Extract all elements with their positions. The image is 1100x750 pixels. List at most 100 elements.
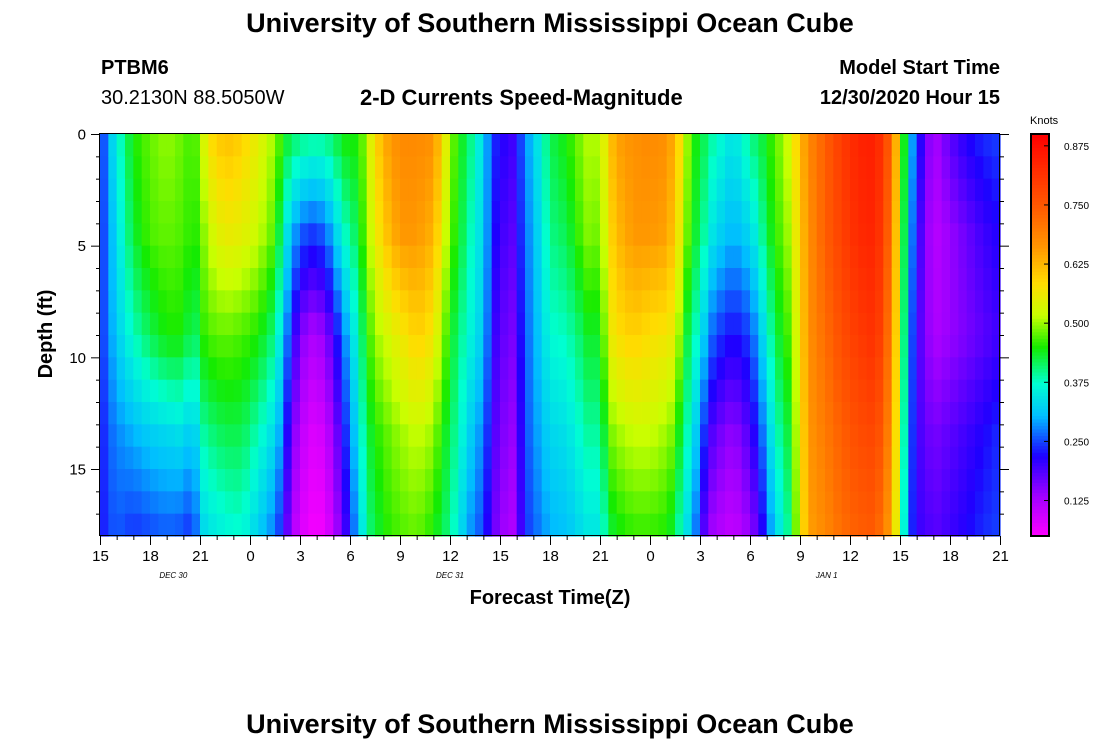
- heatmap-cell: [883, 134, 893, 157]
- heatmap-cell: [483, 312, 493, 336]
- heatmap-cell: [916, 379, 926, 403]
- heatmap-cell: [625, 379, 634, 403]
- heatmap-cell: [833, 446, 843, 470]
- heatmap-cell: [925, 402, 934, 425]
- heatmap-cell: [666, 223, 676, 247]
- heatmap-cell: [783, 156, 793, 180]
- heatmap-cell: [716, 357, 726, 381]
- heatmap-cell: [308, 513, 318, 537]
- heatmap-cell: [158, 424, 168, 448]
- heatmap-cell: [350, 178, 359, 202]
- heatmap-cell: [116, 312, 126, 336]
- heatmap-cell: [291, 335, 301, 358]
- heatmap-cell: [641, 223, 651, 247]
- heatmap-cell: [391, 178, 401, 202]
- heatmap-cell: [100, 312, 109, 336]
- heatmap-cell: [958, 156, 968, 180]
- heatmap-cell: [933, 178, 943, 202]
- heatmap-cell: [808, 245, 818, 269]
- heatmap-cell: [175, 357, 184, 381]
- heatmap-cell: [175, 223, 184, 247]
- heatmap-cell: [891, 156, 901, 180]
- heatmap-cell: [541, 178, 551, 202]
- heatmap-cell: [558, 335, 568, 358]
- heatmap-cell: [166, 201, 176, 224]
- heatmap-cell: [966, 513, 976, 537]
- heatmap-cell: [850, 134, 859, 157]
- heatmap-cell: [325, 469, 334, 492]
- heatmap-cell: [708, 134, 718, 157]
- colorbar-segment: [1031, 164, 1049, 169]
- heatmap-cell: [475, 491, 484, 515]
- heatmap-cell: [266, 491, 276, 515]
- heatmap-cell: [550, 357, 559, 381]
- heatmap-cell: [675, 402, 684, 425]
- heatmap-cell: [916, 446, 926, 470]
- heatmap-cell: [691, 513, 701, 537]
- heatmap-cell: [416, 245, 426, 269]
- heatmap-cell: [291, 312, 301, 336]
- heatmap-cell: [825, 469, 834, 492]
- heatmap-cell: [441, 201, 451, 224]
- heatmap-cell: [458, 402, 468, 425]
- heatmap-cell: [700, 424, 709, 448]
- colorbar-segment: [1031, 324, 1049, 329]
- heatmap-cell: [291, 513, 301, 537]
- heatmap-cell: [616, 223, 626, 247]
- heatmap-cell: [225, 201, 234, 224]
- heatmap-cell: [916, 424, 926, 448]
- heatmap-cell: [483, 491, 493, 515]
- heatmap-cell: [791, 178, 801, 202]
- heatmap-cell: [191, 335, 201, 358]
- heatmap-cell: [675, 201, 684, 224]
- heatmap-cell: [491, 312, 501, 336]
- heatmap-cell: [166, 357, 176, 381]
- colorbar-segment: [1031, 291, 1049, 296]
- heatmap-cell: [741, 290, 751, 314]
- heatmap-cell: [600, 335, 609, 358]
- heatmap-cell: [800, 424, 809, 448]
- heatmap-cell: [308, 268, 318, 291]
- heatmap-cell: [850, 424, 859, 448]
- heatmap-cell: [325, 156, 334, 180]
- heatmap-cell: [666, 379, 676, 403]
- heatmap-cell: [800, 156, 809, 180]
- heatmap-cell: [533, 268, 543, 291]
- heatmap-cell: [458, 446, 468, 470]
- heatmap-cell: [583, 335, 593, 358]
- heatmap-cell: [225, 178, 234, 202]
- colorbar-segment: [1031, 365, 1049, 370]
- heatmap-cell: [908, 156, 918, 180]
- heatmap-cell: [166, 402, 176, 425]
- heatmap-cell: [400, 245, 409, 269]
- y-axis-label: Depth (ft): [35, 290, 57, 379]
- heatmap-cell: [358, 290, 368, 314]
- heatmap-cell: [366, 134, 376, 157]
- heatmap-cell: [583, 178, 593, 202]
- heatmap-cell: [133, 201, 143, 224]
- colorbar-segment: [1031, 190, 1049, 195]
- heatmap-cell: [541, 402, 551, 425]
- heatmap-cell: [216, 156, 226, 180]
- heatmap-cell: [200, 156, 209, 180]
- heatmap-cell: [541, 357, 551, 381]
- heatmap-cell: [791, 290, 801, 314]
- heatmap-cell: [433, 379, 443, 403]
- heatmap-cell: [433, 469, 443, 492]
- heatmap-cell: [358, 268, 368, 291]
- colorbar-segment: [1031, 204, 1049, 209]
- heatmap-cell: [416, 357, 426, 381]
- heatmap-cell: [550, 491, 559, 515]
- heatmap-cell: [516, 446, 526, 470]
- heatmap-cell: [716, 379, 726, 403]
- heatmap-cell: [308, 469, 318, 492]
- heatmap-cell: [708, 178, 718, 202]
- heatmap-cell: [508, 312, 518, 336]
- heatmap-cell: [241, 201, 251, 224]
- heatmap-cell: [808, 312, 818, 336]
- heatmap-cell: [433, 268, 443, 291]
- heatmap-cell: [791, 446, 801, 470]
- heatmap-cell: [191, 379, 201, 403]
- heatmap-cell: [216, 312, 226, 336]
- heatmap-cell: [800, 335, 809, 358]
